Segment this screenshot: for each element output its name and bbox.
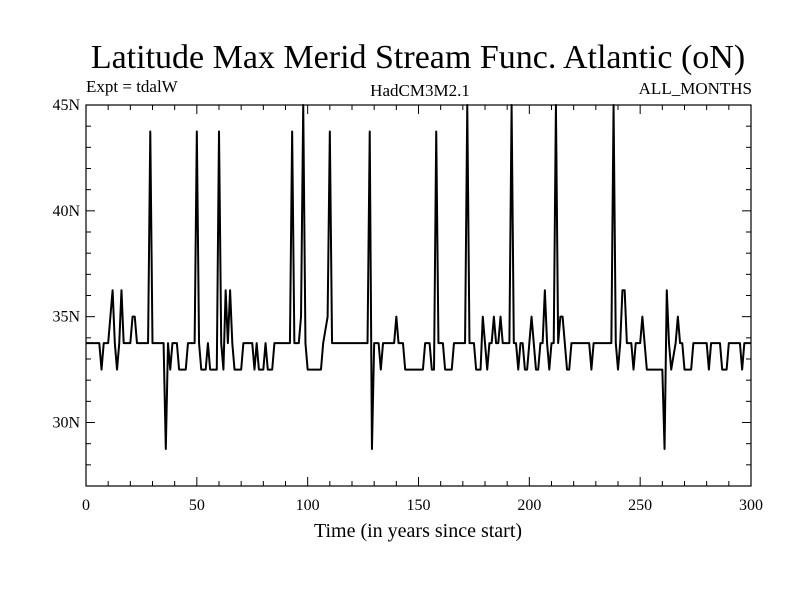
experiment-label: Expt = tdalW bbox=[86, 77, 179, 96]
y-tick-label: 30N bbox=[52, 415, 80, 432]
months-label: ALL_MONTHS bbox=[639, 79, 752, 98]
axis-ticks bbox=[85, 104, 752, 487]
y-tick-label: 45N bbox=[52, 97, 80, 114]
y-tick-label: 40N bbox=[52, 203, 80, 220]
model-label: HadCM3M2.1 bbox=[370, 81, 470, 100]
tick-labels: 0 50 100 150 200 250 300 30N 35N 40N 45N bbox=[52, 97, 763, 514]
x-tick-label: 150 bbox=[407, 497, 431, 514]
x-tick-label: 300 bbox=[739, 497, 763, 514]
x-tick-label: 100 bbox=[296, 497, 320, 514]
series-line bbox=[86, 104, 751, 450]
plot-frame bbox=[85, 104, 752, 487]
x-tick-label: 250 bbox=[628, 497, 652, 514]
x-tick-label: 200 bbox=[517, 497, 541, 514]
x-axis-title: Time (in years since start) bbox=[314, 520, 522, 542]
x-tick-label: 0 bbox=[82, 497, 90, 514]
x-tick-label: 50 bbox=[189, 497, 205, 514]
series-layer bbox=[86, 104, 751, 450]
y-tick-label: 35N bbox=[52, 309, 80, 326]
chart-title: Latitude Max Merid Stream Func. Atlantic… bbox=[91, 39, 745, 76]
